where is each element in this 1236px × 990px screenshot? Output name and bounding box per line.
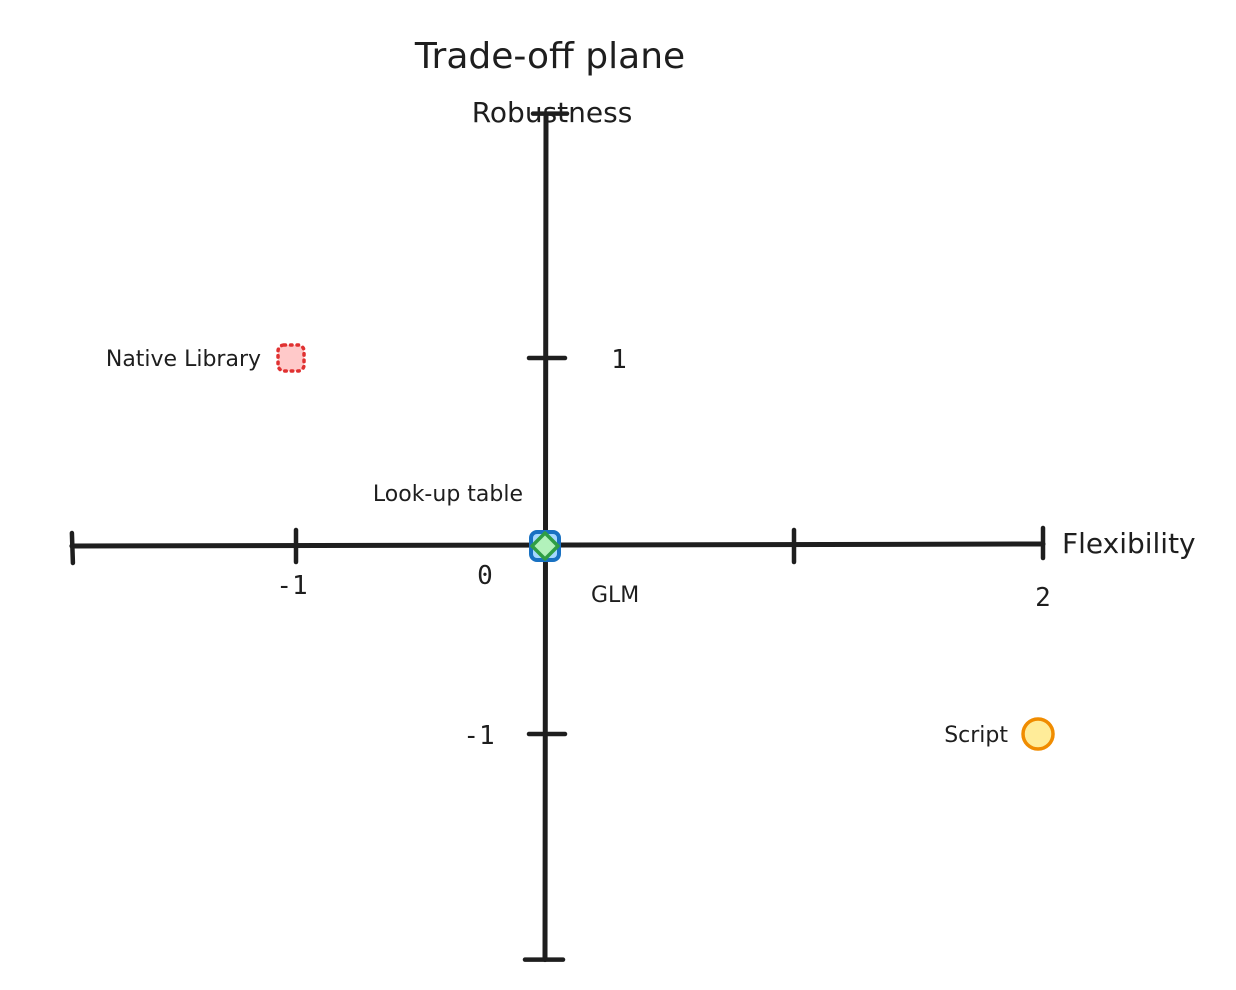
x-tick-label: -1 (276, 571, 307, 601)
x-axis-label: Flexibility (1062, 527, 1196, 560)
chart-title: Trade-off plane (414, 36, 685, 77)
point-label-look-up-table: Look-up table (373, 482, 523, 507)
x-axis-start-cap (69, 530, 76, 566)
point-glm (530, 531, 560, 561)
point-label-script: Script (944, 723, 1008, 748)
origin-label: 0 (477, 561, 493, 591)
point-native-library (276, 343, 306, 373)
x-tick-label: 2 (1035, 583, 1051, 613)
y-tick-label: -1 (463, 721, 494, 751)
axis-tick-labels: -1 2 0 1 -1 (276, 345, 1050, 751)
point-label-native-library: Native Library (106, 347, 261, 372)
data-points (276, 343, 1055, 751)
point-label-glm: GLM (591, 583, 639, 608)
y-tick-label: 1 (611, 345, 627, 375)
data-point-labels: Native Library Look-up table GLM Script (106, 347, 1009, 748)
point-script (1021, 717, 1055, 751)
axis-ticks (69, 111, 1046, 962)
